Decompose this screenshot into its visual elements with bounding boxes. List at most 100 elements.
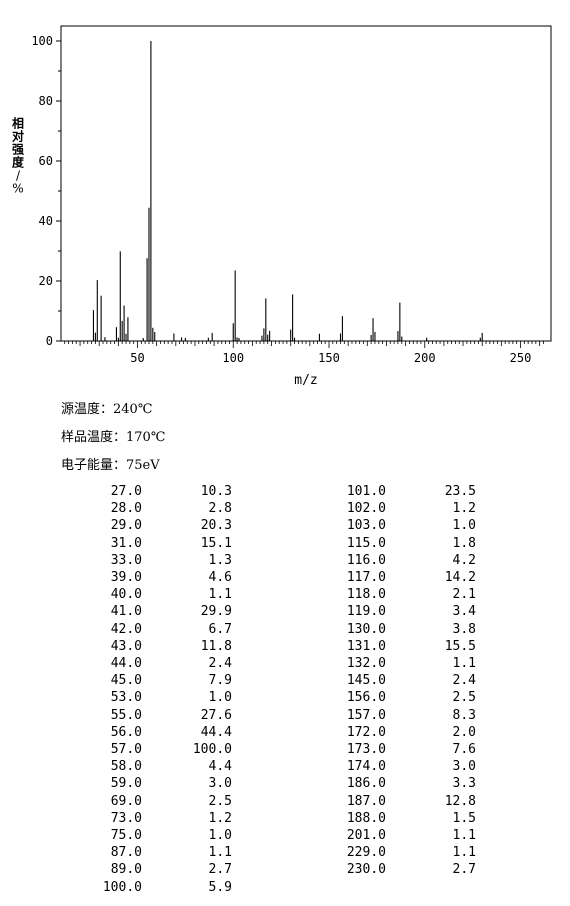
- mz-cell: 39.0: [110, 570, 142, 585]
- mz-cell: 55.0: [110, 707, 142, 723]
- intensity-cell: 1.1: [452, 828, 476, 843]
- mz-cell: 101.0: [346, 484, 386, 499]
- table-row-right: 174.0 3.0: [0, 758, 570, 775]
- intensity-cell: 2.1: [452, 587, 476, 603]
- intensity-cell: 27.6: [200, 707, 232, 723]
- table-row-right: 230.0 2.7: [0, 861, 570, 878]
- mz-cell: 31.0: [110, 535, 142, 551]
- intensity-cell: 44.4: [200, 724, 232, 740]
- intensity-cell: 1.1: [452, 656, 476, 671]
- table-row-left: 31.0 15.1: [0, 535, 570, 552]
- mz-cell: 188.0: [346, 810, 386, 826]
- mz-cell: 44.0: [110, 656, 142, 671]
- source-temperature-value: 240℃: [113, 402, 153, 417]
- mz-cell: 73.0: [110, 810, 142, 826]
- table-row-right: 117.0 14.2: [0, 569, 570, 586]
- mz-cell: 42.0: [110, 621, 142, 637]
- mz-cell: 115.0: [346, 535, 386, 551]
- intensity-cell: 1.1: [208, 845, 232, 861]
- intensity-cell: 7.9: [208, 673, 232, 689]
- table-row-right: 132.0 1.1: [0, 655, 570, 672]
- table-row-left: 75.0 1.0: [0, 827, 570, 844]
- y-tick-label: 100: [31, 34, 53, 48]
- table-row-left: 55.0 27.6: [0, 707, 570, 724]
- table-row-right: 186.0 3.3: [0, 775, 570, 792]
- mz-cell: 100.0: [102, 879, 142, 895]
- table-row-right: 157.0 8.3: [0, 707, 570, 724]
- mz-cell: 58.0: [110, 759, 142, 775]
- table-row-left: 33.0 1.3: [0, 552, 570, 569]
- intensity-cell: 7.6: [452, 742, 476, 757]
- source-temperature-label: 源温度：: [61, 402, 114, 417]
- table-row-left: 41.0 29.9: [0, 603, 570, 620]
- table-row-right: 118.0 2.1: [0, 586, 570, 603]
- mz-cell: 118.0: [346, 587, 386, 603]
- mz-cell: 89.0: [110, 862, 142, 878]
- mass-spectrum-chart: 0 20 40 60 80 100 50 100 150 200 250 m/z 相对强度/%: [12, 25, 552, 388]
- mz-cell: 87.0: [110, 845, 142, 861]
- x-tick-label: 150: [318, 351, 340, 365]
- table-row-right: 101.0 23.5: [0, 483, 570, 500]
- mz-cell: 157.0: [346, 707, 386, 723]
- table-row-left: 69.0 2.5: [0, 793, 570, 810]
- table-row-right: 229.0 1.1: [0, 844, 570, 861]
- intensity-cell: 1.1: [208, 587, 232, 603]
- spectrum-peaks: [92, 41, 483, 341]
- table-row-left: 59.0 3.0: [0, 775, 570, 792]
- y-axis-ticks: 0 20 40 60 80 100: [31, 34, 61, 348]
- mz-cell: 41.0: [110, 604, 142, 620]
- intensity-cell: 1.3: [208, 552, 232, 568]
- mz-cell: 43.0: [110, 638, 142, 654]
- table-row-left: 42.0 6.7: [0, 621, 570, 638]
- electron-energy: 电子能量：75eV: [61, 454, 160, 473]
- table-row-left: 39.0 4.6: [0, 569, 570, 586]
- x-axis-title: m/z: [294, 373, 317, 388]
- intensity-cell: 2.4: [208, 656, 232, 671]
- electron-energy-value: 75eV: [126, 458, 160, 473]
- mz-cell: 117.0: [346, 570, 386, 585]
- x-tick-label: 200: [414, 351, 436, 365]
- mz-cell: 69.0: [110, 793, 142, 809]
- intensity-cell: 2.5: [452, 690, 476, 706]
- mz-cell: 29.0: [110, 518, 142, 534]
- intensity-cell: 15.5: [444, 638, 476, 654]
- mz-cell: 116.0: [346, 552, 386, 568]
- mz-cell: 186.0: [346, 776, 386, 792]
- table-row-left: 29.0 20.3: [0, 517, 570, 534]
- mz-cell: 45.0: [110, 673, 142, 689]
- intensity-cell: 1.1: [452, 845, 476, 861]
- intensity-cell: 3.8: [452, 621, 476, 637]
- mz-cell: 130.0: [346, 621, 386, 637]
- intensity-cell: 1.2: [208, 810, 232, 826]
- table-row-right: 103.0 1.0: [0, 517, 570, 534]
- intensity-cell: 3.3: [452, 776, 476, 792]
- table-row-left: 57.0 100.0: [0, 741, 570, 758]
- intensity-cell: 29.9: [200, 604, 232, 620]
- sample-temperature: 样品温度：170℃: [61, 426, 165, 445]
- table-row-right: 172.0 2.0: [0, 724, 570, 741]
- electron-energy-label: 电子能量：: [61, 458, 127, 473]
- mz-cell: 57.0: [110, 742, 142, 757]
- mz-cell: 40.0: [110, 587, 142, 603]
- plot-frame: [60, 25, 552, 342]
- intensity-cell: 14.2: [444, 570, 476, 585]
- mz-cell: 156.0: [346, 690, 386, 706]
- intensity-cell: 1.2: [452, 501, 476, 517]
- table-row-left: 40.0 1.1: [0, 586, 570, 603]
- table-row-right: 130.0 3.8: [0, 621, 570, 638]
- intensity-cell: 8.3: [452, 707, 476, 723]
- intensity-cell: 5.9: [208, 879, 232, 895]
- intensity-cell: 11.8: [200, 638, 232, 654]
- mz-cell: 103.0: [346, 518, 386, 534]
- table-row-right: 102.0 1.2: [0, 500, 570, 517]
- mz-cell: 75.0: [110, 828, 142, 843]
- x-tick-label: 50: [130, 351, 144, 365]
- intensity-cell: 3.4: [452, 604, 476, 620]
- table-row-left: 45.0 7.9: [0, 672, 570, 689]
- mz-cell: 102.0: [346, 501, 386, 517]
- table-row-left: 56.0 44.4: [0, 724, 570, 741]
- mz-cell: 33.0: [110, 552, 142, 568]
- mz-cell: 131.0: [346, 638, 386, 654]
- table-row-right: 173.0 7.6: [0, 741, 570, 758]
- intensity-cell: 1.0: [208, 690, 232, 706]
